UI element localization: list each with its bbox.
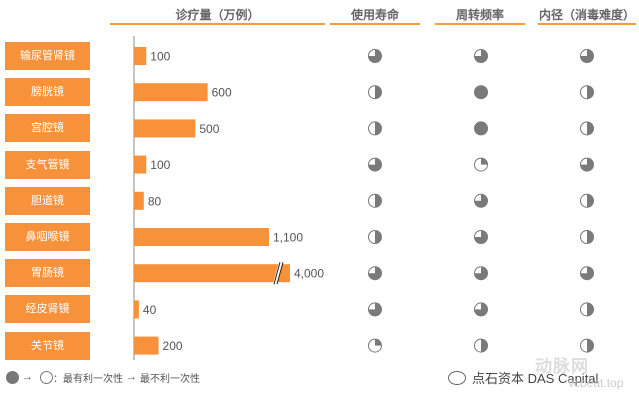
- category-label: 膀胱镜: [5, 78, 90, 107]
- header-turnover: 周转频率: [455, 8, 504, 22]
- legend-arrow-icon: →: [22, 371, 33, 383]
- diameter-rating-icon: [580, 302, 594, 317]
- category-label: 关节镜: [5, 331, 90, 360]
- turnover-rating-icon: [474, 85, 488, 100]
- legend-text-2: 最不利一次性: [140, 373, 200, 385]
- turnover-rating-icon: [474, 193, 488, 208]
- legend-full-circle-icon: [6, 370, 19, 384]
- lifespan-rating-icon: [368, 338, 382, 353]
- lifespan-rating-icon: [368, 121, 382, 136]
- bar-value-label: 200: [163, 339, 183, 353]
- turnover-rating-icon: [474, 266, 488, 281]
- diameter-rating-icon: [580, 230, 594, 244]
- category-label: 输尿管肾镜: [5, 42, 90, 70]
- lifespan-rating-icon: [368, 157, 382, 172]
- diameter-rating-icon: [580, 49, 594, 63]
- legend-text: ：最有利一次性: [53, 373, 123, 385]
- diameter-rating-icon: [580, 193, 594, 208]
- header-volume-underline: [110, 23, 325, 25]
- diameter-rating-icon: [580, 85, 594, 100]
- bar-value-label: 500: [199, 122, 219, 136]
- category-label: 支气管镜: [5, 150, 90, 179]
- category-label: 鼻咽喉镜: [5, 223, 90, 251]
- lifespan-rating-icon: [368, 266, 382, 281]
- diameter-rating-icon: [580, 157, 594, 172]
- watermark-site-text: 动脉网: [535, 357, 589, 376]
- watermark-brand: 点石资本 DAS Capital: [448, 368, 598, 387]
- diameter-rating-icon: [580, 266, 594, 281]
- bar: [134, 191, 144, 210]
- lifespan-rating-icon: [368, 193, 382, 208]
- bar: [134, 83, 208, 102]
- watermark-site-url: vcbeat.top: [568, 376, 624, 390]
- diameter-rating-icon: [580, 121, 594, 136]
- watermark-site: 动脉网: [535, 352, 589, 377]
- category-label: 胃肠镜: [5, 259, 90, 288]
- bar: [134, 336, 159, 355]
- header-lifespan: 使用寿命: [350, 8, 399, 22]
- turnover-rating-icon: [474, 338, 488, 353]
- diameter-rating-icon: [580, 338, 594, 353]
- turnover-rating-icon: [474, 157, 488, 172]
- bar: [134, 300, 139, 319]
- category-label: 经皮肾镜: [5, 295, 90, 324]
- legend-arrow-icon-2: →: [126, 371, 137, 383]
- turnover-rating-icon: [474, 230, 488, 244]
- legend-empty-circle-icon: [40, 370, 53, 384]
- turnover-rating-icon: [474, 121, 488, 136]
- wechat-icon: [448, 370, 466, 385]
- bar: [134, 228, 269, 246]
- legend: → ：最有利一次性 → 最不利一次性: [6, 368, 200, 386]
- bar-value-label: 40: [143, 303, 157, 317]
- header-lifespan-underline: [330, 23, 420, 25]
- lifespan-rating-icon: [368, 230, 382, 244]
- bar-value-label: 80: [148, 194, 162, 208]
- axis-break-mark: [273, 261, 284, 285]
- bar: [134, 264, 290, 283]
- bar: [134, 47, 147, 65]
- bar-value-label: 600: [212, 86, 232, 100]
- watermark-brand-text: 点石资本 DAS Capital: [472, 371, 599, 386]
- turnover-rating-icon: [474, 49, 488, 63]
- header-volume: 诊疗量（万例）: [175, 8, 260, 22]
- bar-value-label: 100: [150, 158, 170, 172]
- category-label: 宫腔镜: [5, 114, 90, 143]
- bar-value-label: 4,000: [294, 267, 324, 281]
- header-turnover-underline: [435, 23, 525, 25]
- lifespan-rating-icon: [368, 302, 382, 317]
- bar-value-label: 1,100: [273, 231, 303, 245]
- lifespan-rating-icon: [368, 85, 382, 100]
- bar-value-label: 100: [150, 50, 170, 64]
- category-label: 胆道镜: [5, 186, 90, 215]
- header-diameter: 内径（消毒难度）: [538, 8, 635, 22]
- bar: [134, 119, 196, 138]
- turnover-rating-icon: [474, 302, 488, 317]
- bar: [134, 155, 147, 174]
- lifespan-rating-icon: [368, 49, 382, 63]
- header-diameter-underline: [538, 23, 636, 25]
